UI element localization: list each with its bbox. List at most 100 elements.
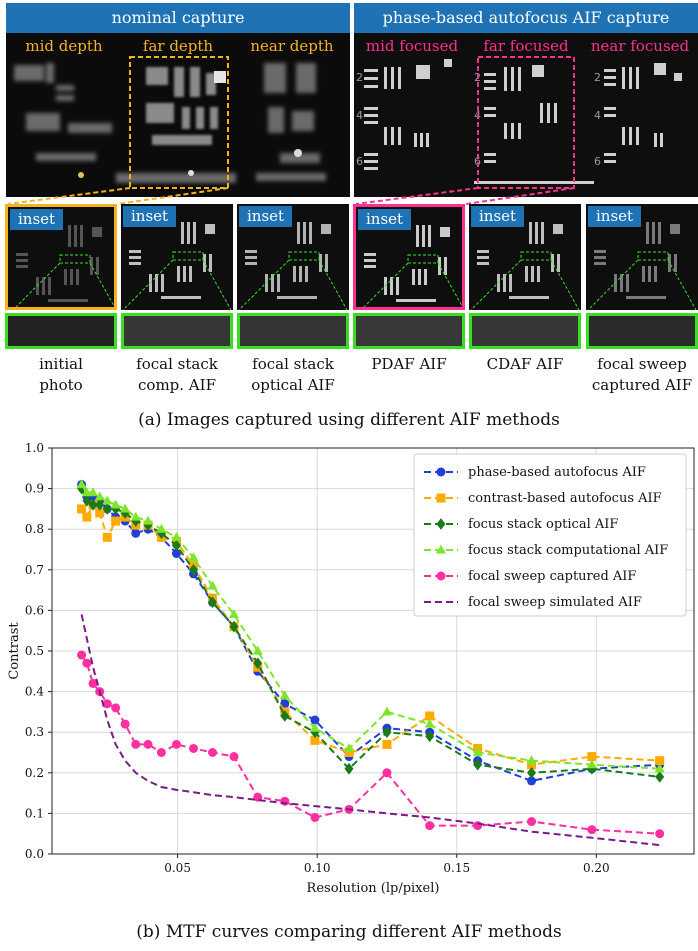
far-depth-label: far depth	[142, 37, 214, 55]
data-point	[527, 817, 537, 827]
focal-sweep-captured-aif-inset-strip	[586, 313, 698, 349]
data-point	[382, 768, 392, 778]
legend-entry: focal sweep captured AIF	[468, 569, 636, 584]
data-point	[82, 512, 92, 522]
data-point	[102, 699, 112, 709]
y-tick-label: 0.0	[25, 847, 44, 861]
data-point	[526, 755, 537, 765]
legend-entry: focal sweep simulated AIF	[468, 595, 642, 610]
data-point	[189, 743, 199, 753]
data-point	[309, 722, 320, 732]
data-point	[171, 539, 181, 552]
caption-line-2: optical AIF	[251, 376, 335, 394]
data-point	[310, 812, 320, 822]
figure-b-caption: (b) MTF curves comparing different AIF m…	[136, 922, 561, 942]
data-point	[382, 706, 392, 716]
caption-line-1: focal stack	[252, 355, 334, 373]
x-tick-label: 0.05	[164, 861, 191, 875]
focal-stack-optical-aif-caption: focal stack optical AIF	[235, 354, 351, 396]
focal-sweep-captured-aif-thumbnail: inset	[586, 204, 698, 310]
data-point	[188, 552, 199, 562]
cdaf-aif-thumbnail: inset	[469, 204, 581, 310]
data-point	[120, 503, 131, 513]
data-point	[425, 711, 435, 721]
x-tick-label: 0.20	[583, 861, 610, 875]
data-point	[156, 748, 166, 757]
x-tick-label: 0.15	[443, 861, 470, 875]
data-point	[586, 759, 597, 769]
near-depth-label: near depth	[250, 37, 334, 55]
data-point	[94, 491, 105, 501]
cdaf-aif-caption: CDAF AIF	[467, 354, 583, 375]
inset-badge: inset	[10, 209, 64, 230]
caption-line-1: focal sweep	[597, 355, 687, 373]
svg-text:6: 6	[594, 155, 601, 168]
data-point	[382, 726, 392, 739]
focal-stack-comp-aif-caption: focal stack comp. AIF	[119, 354, 235, 396]
initial-photo-inset-strip	[5, 313, 117, 349]
caption-line-1: initial	[39, 355, 83, 373]
svg-text:6: 6	[474, 155, 481, 168]
caption-line-2: comp. AIF	[138, 376, 216, 394]
data-point	[527, 766, 537, 779]
data-point	[229, 620, 239, 633]
y-tick-label: 0.4	[25, 685, 44, 699]
pdaf-aif-inset-strip	[353, 313, 465, 349]
svg-text:2: 2	[356, 71, 363, 84]
data-point	[131, 528, 141, 538]
y-tick-label: 0.8	[25, 522, 44, 536]
data-point	[156, 523, 167, 533]
data-point	[425, 730, 435, 743]
pdaf-aif-thumbnail: inset	[353, 204, 465, 310]
data-point	[207, 580, 218, 590]
data-point	[111, 516, 121, 526]
data-point	[424, 718, 435, 728]
legend-marker	[436, 571, 446, 581]
data-point	[382, 739, 392, 749]
data-point	[171, 531, 182, 541]
data-point	[143, 515, 153, 525]
data-point	[587, 825, 597, 835]
legend-entry: contrast-based autofocus AIF	[468, 491, 662, 506]
y-tick-label: 0.7	[25, 563, 44, 577]
legend-entry: focus stack optical AIF	[468, 517, 618, 532]
inset-badge: inset	[123, 206, 177, 227]
series-line-5	[80, 614, 660, 847]
data-point	[527, 760, 537, 770]
data-point	[143, 739, 153, 749]
focal-stack-comp-aif-thumbnail: inset	[121, 204, 233, 310]
data-point	[472, 747, 483, 757]
caption-line-1: PDAF AIF	[371, 355, 447, 373]
inset-badge: inset	[239, 206, 293, 227]
thumbnail-image	[121, 204, 233, 310]
data-point	[229, 752, 239, 762]
data-point	[252, 645, 263, 655]
legend-marker	[436, 493, 446, 503]
series-line-4	[80, 654, 660, 835]
data-point	[82, 658, 92, 668]
data-point	[654, 763, 665, 773]
data-point	[131, 739, 141, 749]
data-point	[102, 532, 112, 542]
y-tick-label: 0.3	[25, 725, 44, 739]
data-point	[310, 735, 320, 745]
data-point	[655, 756, 665, 766]
caption-line-2: captured AIF	[591, 376, 693, 394]
aif-image-figure: nominal capture mid depth far depth near…	[0, 0, 698, 440]
inset-badge: inset	[358, 209, 412, 230]
data-point	[310, 715, 320, 725]
svg-text:4: 4	[594, 109, 601, 122]
data-point	[130, 511, 141, 521]
data-point	[344, 762, 354, 775]
legend-marker	[436, 544, 446, 554]
data-point	[280, 796, 290, 806]
caption-line-1: focal stack	[136, 355, 218, 373]
data-point	[253, 657, 263, 670]
focal-sweep-captured-aif-caption: focal sweep captured AIF	[584, 354, 698, 396]
pdaf-capture-header: phase-based autofocus AIF capture	[354, 3, 698, 33]
data-point	[229, 609, 239, 619]
y-tick-label: 0.1	[25, 806, 44, 820]
far-focused-label: far focused	[483, 37, 569, 55]
legend-marker	[436, 518, 446, 530]
mid-depth-label: mid depth	[25, 37, 103, 55]
